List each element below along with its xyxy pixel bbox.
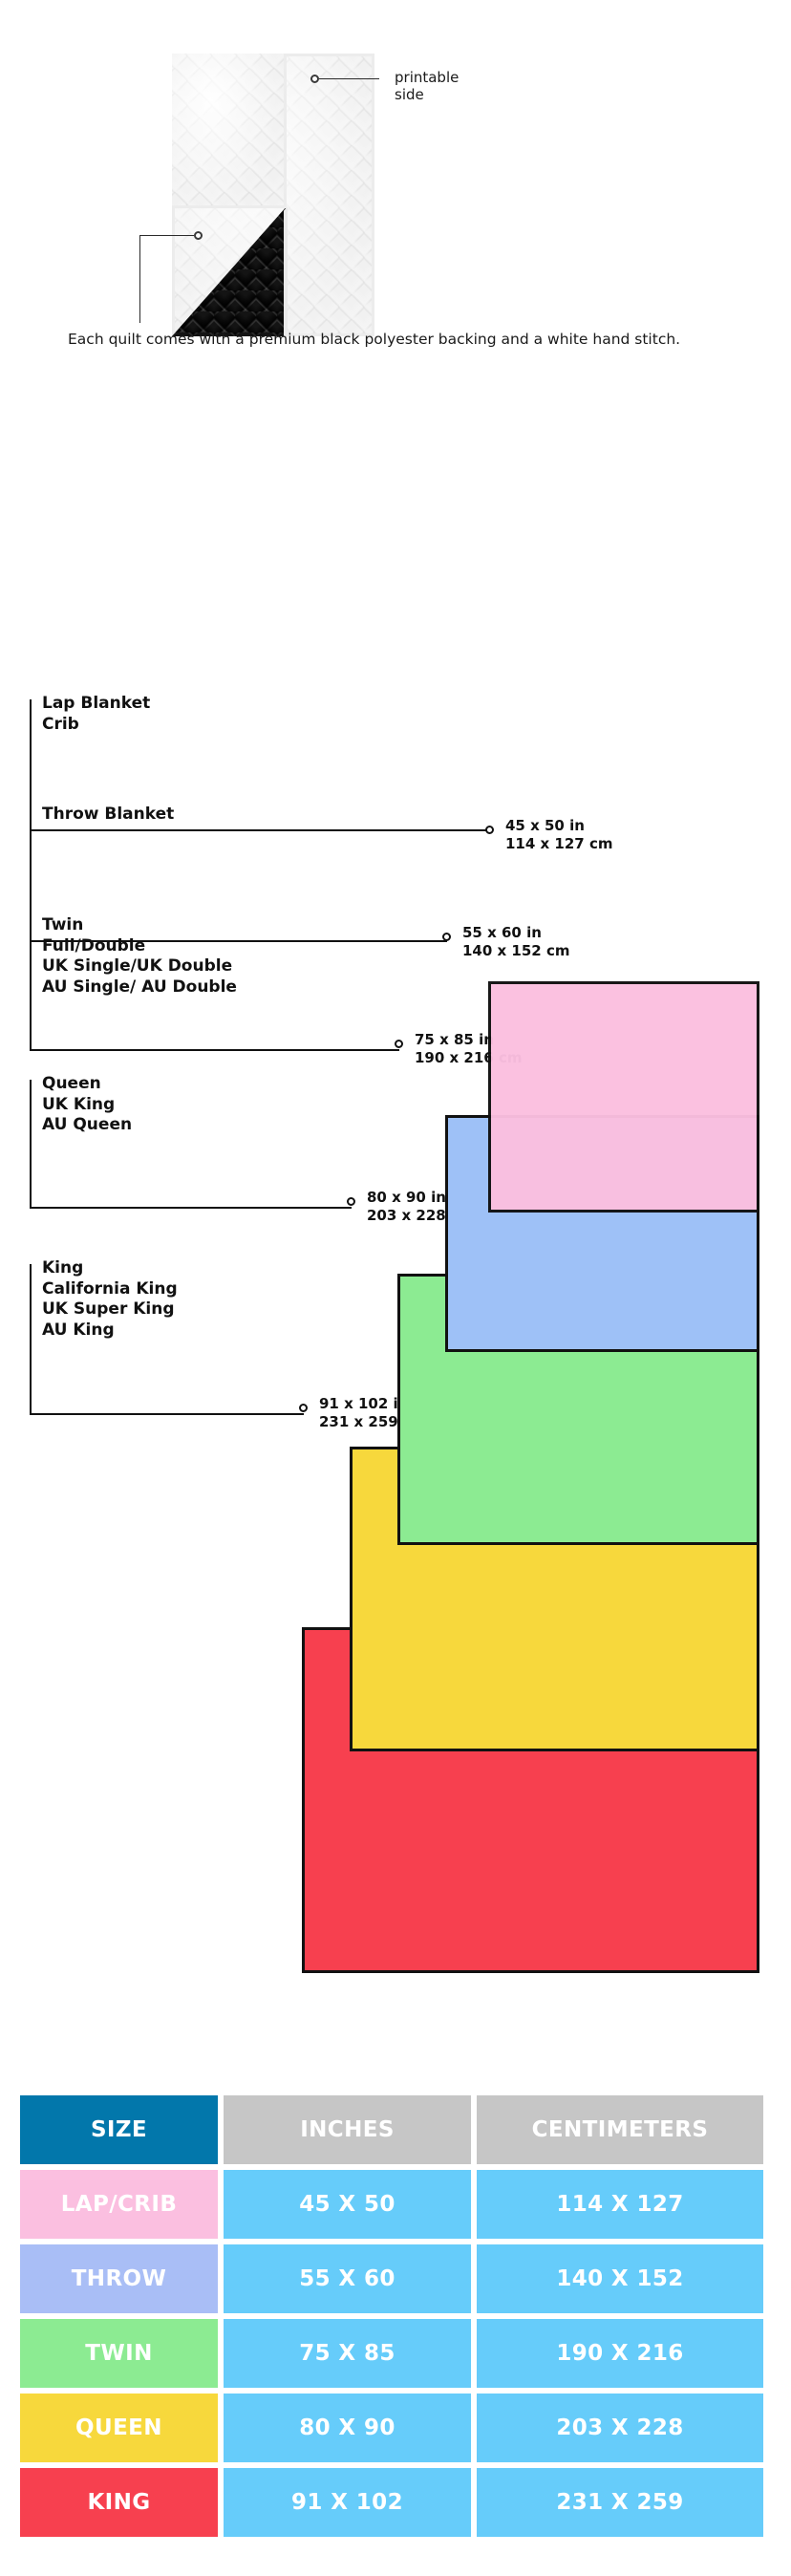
table-cell-size: LAP/CRIB [20,2170,218,2239]
table-cell-inches: 45 X 50 [224,2170,471,2239]
leader-dot-throw [442,933,451,941]
table-header-size: SIZE [20,2095,218,2164]
table-cell-size: KING [20,2468,218,2537]
size-label-twin: Twin Full/Double UK Single/UK Double AU … [42,915,237,997]
table-cell-centimeters: 231 X 259 [477,2468,763,2537]
quilt-backing-stitch-edge [172,206,288,337]
product-caption: Each quilt comes with a premium black po… [68,331,681,348]
leader-dot-queen [347,1197,355,1206]
leader-dot-twin [395,1040,403,1048]
product-image-section: printable side Each quilt comes with a p… [0,0,791,382]
size-table: SIZE INCHES CENTIMETERS LAP/CRIB 45 X 50… [20,2095,771,2543]
size-note-queen: 80 x 90 in 203 x 228 cm [367,1189,475,1224]
size-label-king: King California King UK Super King AU Ki… [42,1258,178,1340]
bracket-king [30,1264,304,1415]
printable-side-callout-dot [310,75,319,83]
size-rect-lap-crib [488,981,759,1213]
leader-dot-king [299,1404,308,1412]
table-cell-size: THROW [20,2244,218,2313]
quilt-notch-sheen [172,54,284,205]
table-cell-inches: 75 X 85 [224,2319,471,2388]
table-cell-centimeters: 114 X 127 [477,2170,763,2239]
size-label-throw: Throw Blanket [42,805,175,824]
backing-callout-line-v [139,235,140,323]
bracket-twin [30,921,399,1051]
table-header-row: SIZE INCHES CENTIMETERS [20,2095,771,2164]
table-header-centimeters: CENTIMETERS [477,2095,763,2164]
table-cell-centimeters: 190 X 216 [477,2319,763,2388]
table-cell-inches: 91 X 102 [224,2468,471,2537]
bracket-lap-crib [30,699,490,831]
table-cell-centimeters: 140 X 152 [477,2244,763,2313]
bracket-queen [30,1080,352,1209]
table-cell-inches: 80 X 90 [224,2394,471,2462]
size-label-queen: Queen UK King AU Queen [42,1074,133,1134]
printable-side-callout-label: printable side [395,69,460,103]
size-note-lap-crib: 45 x 50 in 114 x 127 cm [505,817,613,852]
leader-dot-lap-crib [485,826,494,834]
bracket-throw [30,810,447,942]
table-row: LAP/CRIB 45 X 50 114 X 127 [20,2170,771,2239]
table-cell-size: TWIN [20,2319,218,2388]
quilt-black-backing [172,206,287,336]
quilt-front-notch [172,54,287,208]
backing-callout-dot [194,231,203,240]
table-cell-centimeters: 203 X 228 [477,2394,763,2462]
table-header-inches: INCHES [224,2095,471,2164]
size-label-lap-crib: Lap Blanket Crib [42,694,151,734]
table-row: QUEEN 80 X 90 203 X 228 [20,2394,771,2462]
backing-callout-line-h [139,235,194,236]
table-row: THROW 55 X 60 140 X 152 [20,2244,771,2313]
size-note-throw: 55 x 60 in 140 x 152 cm [462,924,570,959]
table-cell-inches: 55 X 60 [224,2244,471,2313]
printable-side-callout-line [319,78,379,79]
quilt-illustration [172,54,374,337]
size-comparison-diagram: Lap Blanket Crib 45 x 50 in 114 x 127 cm… [0,669,791,2007]
table-row: KING 91 X 102 231 X 259 [20,2468,771,2537]
table-row: TWIN 75 X 85 190 X 216 [20,2319,771,2388]
table-cell-size: QUEEN [20,2394,218,2462]
